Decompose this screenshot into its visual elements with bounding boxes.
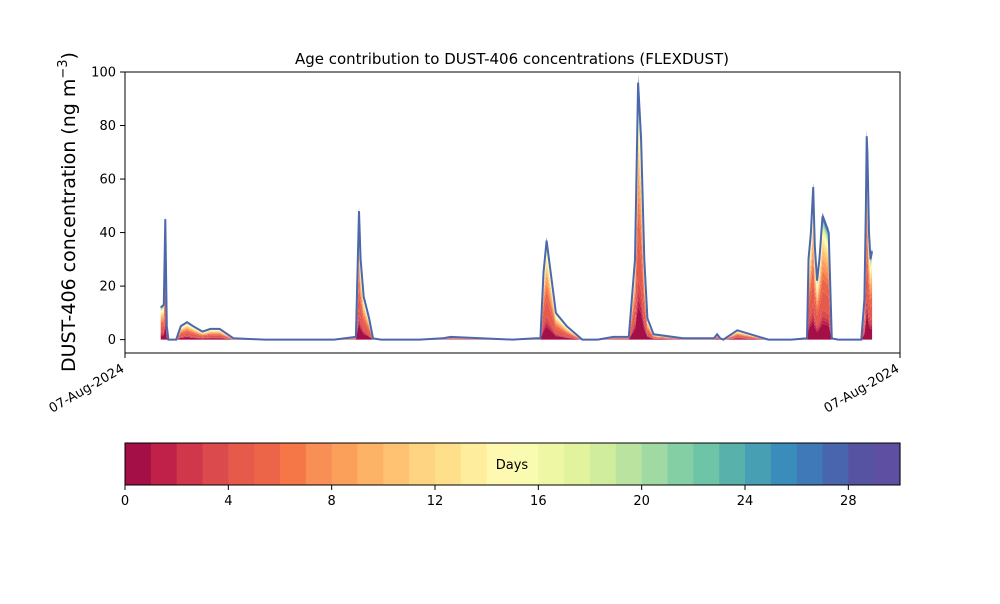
colorbar-tick-label: 28 [840,494,857,509]
colorbar-tick-label: 12 [427,494,444,509]
colorbar-swatch [435,443,462,485]
y-tick-label: 100 [91,66,116,81]
age-band-11-12 [160,141,873,340]
age-band-5-6 [160,211,873,340]
colorbar-swatch [667,443,694,485]
colorbar-swatch [409,443,436,485]
colorbar-frame [124,442,901,486]
colorbar-tick-label: 0 [121,494,129,509]
colorbar-swatch [331,443,359,485]
y-tick-label: 20 [99,280,116,295]
colorbar-tick-label: 24 [737,494,754,509]
colorbar-swatch [512,443,539,485]
age-band-22-23 [160,93,873,340]
age-band-14-15 [160,121,873,340]
y-axis-label: DUST-406 concentration (ng m−3) [56,52,80,372]
colorbar-swatch [176,443,204,485]
colorbar-swatch [228,443,255,485]
age-band-3-4 [160,278,873,340]
age-band-17-18 [160,107,873,340]
colorbar-swatch [254,443,281,485]
age-band-2-3 [160,290,873,340]
age-band-21-22 [160,95,873,340]
total-concentration-line [160,82,874,341]
colorbar-swatch [538,443,565,485]
age-band-19-20 [160,100,873,340]
age-band-6-7 [160,195,873,340]
age-band-8-9 [160,170,873,340]
age-band-26-27 [160,85,873,340]
colorbar-swatch [874,443,901,485]
colorbar-swatch [796,443,824,485]
colorbar [125,443,901,485]
colorbar-swatch [305,443,333,485]
y-axis: 0 20 40 60 80 100 [91,66,125,348]
age-band-13-14 [160,126,873,340]
colorbar-swatch [383,443,410,485]
age-band-18-19 [160,103,873,340]
y-tick-label: 40 [99,226,116,241]
age-band-12-13 [160,134,873,340]
age-band-10-11 [160,149,873,340]
age-band-25-26 [160,86,873,340]
colorbar-swatch [848,443,875,485]
chart-title: Age contribution to DUST-406 concentrati… [295,50,729,68]
age-band-28-29 [160,82,873,340]
colorbar-swatch [357,443,384,485]
y-tick-label: 0 [108,333,116,348]
age-band-9-10 [160,159,873,340]
age-band-4-5 [160,236,873,340]
colorbar-tick-label: 16 [530,494,547,509]
colorbar-swatch [460,443,488,485]
y-tick-label: 60 [99,173,116,188]
colorbar-swatch [693,443,720,485]
colorbar-swatch [202,443,229,485]
colorbar-swatch [564,443,591,485]
age-band-23-24 [160,90,873,340]
age-band-29-30 [160,74,873,340]
age-band-15-16 [160,116,873,340]
colorbar-swatch [641,443,669,485]
colorbar-swatch [150,443,178,485]
x-tick-label: 07-Aug-2024 [822,361,902,416]
stacked-areas [160,74,873,340]
colorbar-swatch [822,443,849,485]
colorbar-swatch [745,443,772,485]
age-band-0-1 [160,306,873,340]
colorbar-swatch [719,443,746,485]
age-band-24-25 [160,88,873,340]
colorbar-tick-label: 4 [224,494,232,509]
age-band-20-21 [160,98,873,340]
colorbar-tick-label: 8 [328,494,336,509]
y-tick-label: 80 [99,119,116,134]
age-band-27-28 [160,83,873,340]
age-band-7-8 [160,182,873,340]
colorbar-swatch [486,443,514,485]
colorbar-ticks: 0 4 8 12 16 20 24 28 [121,485,857,509]
colorbar-swatch [280,443,307,485]
colorbar-tick-label: 20 [633,494,650,509]
colorbar-label: Days [496,458,529,473]
colorbar-swatch [615,443,643,485]
colorbar-swatch [770,443,798,485]
colorbar-swatch [125,443,152,485]
age-band-16-17 [160,111,873,340]
plot-frame [124,71,901,354]
x-axis: 07-Aug-2024 07-Aug-2024 [47,353,902,417]
colorbar-swatch [590,443,617,485]
age-band-1-2 [160,298,873,340]
